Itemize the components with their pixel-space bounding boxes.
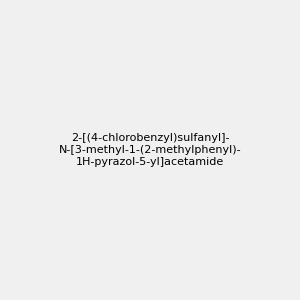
Text: 2-[(4-chlorobenzyl)sulfanyl]-
N-[3-methyl-1-(2-methylphenyl)-
1H-pyrazol-5-yl]ac: 2-[(4-chlorobenzyl)sulfanyl]- N-[3-methy… [59,134,241,166]
